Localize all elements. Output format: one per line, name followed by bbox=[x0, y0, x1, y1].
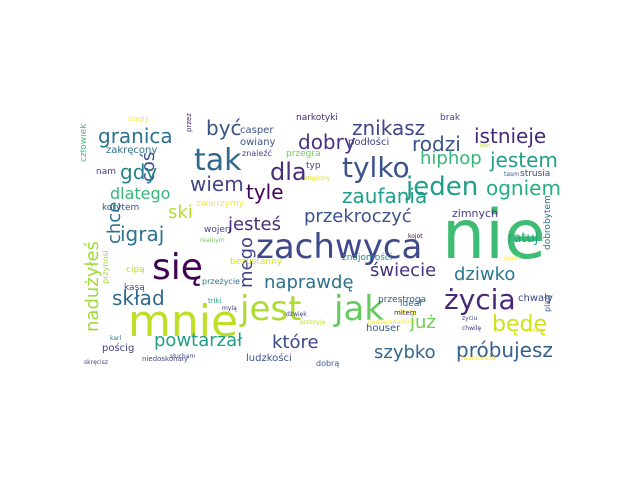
word: zyciu bbox=[462, 315, 478, 322]
word: ludzkości bbox=[246, 353, 292, 364]
word: być bbox=[206, 116, 242, 140]
word: naprawdę bbox=[264, 272, 354, 293]
word: podłości bbox=[348, 137, 390, 148]
word: które bbox=[272, 332, 319, 353]
word: się bbox=[152, 247, 203, 288]
word: ratuj bbox=[508, 231, 539, 246]
word: igraj bbox=[120, 222, 165, 246]
word: zakręcony bbox=[106, 145, 158, 156]
word: chwilę bbox=[462, 325, 482, 332]
word: dziwko bbox=[454, 264, 516, 285]
word: cipą bbox=[126, 265, 145, 275]
word: nie bbox=[442, 196, 546, 275]
word: mitem bbox=[394, 309, 417, 317]
word: granica bbox=[98, 124, 173, 148]
word: duszą bbox=[398, 309, 416, 316]
word: istnieje bbox=[474, 124, 547, 148]
word: gdy bbox=[120, 160, 158, 184]
word: realnym bbox=[200, 237, 225, 244]
word: typ bbox=[306, 161, 321, 171]
word: ciągły bbox=[128, 115, 149, 123]
word: jak bbox=[334, 289, 384, 329]
word: zaufania bbox=[342, 184, 428, 208]
word: już bbox=[410, 312, 436, 333]
word: podświadomość bbox=[368, 319, 417, 326]
word: plag bbox=[543, 294, 552, 312]
word: jogiki bbox=[504, 255, 520, 262]
word: rodzi bbox=[412, 132, 461, 156]
word: będę bbox=[492, 312, 547, 337]
word: szybko bbox=[374, 342, 436, 363]
word: korytem bbox=[102, 203, 140, 213]
word: mózg bbox=[526, 327, 543, 334]
word: mylą bbox=[222, 305, 237, 312]
word: jesteś bbox=[228, 214, 281, 235]
word: bezustanny bbox=[230, 257, 283, 267]
word: mnie bbox=[128, 296, 239, 347]
word: przez bbox=[185, 113, 193, 132]
word: dźwięk bbox=[286, 311, 307, 318]
word: owiany bbox=[240, 137, 276, 148]
word: znaleźć bbox=[242, 149, 272, 158]
word: karl bbox=[110, 335, 122, 342]
word: dla bbox=[270, 158, 307, 186]
word: zachwyca bbox=[256, 227, 423, 267]
word: wojen bbox=[204, 225, 231, 235]
word: jest bbox=[240, 289, 302, 329]
word: otępiony bbox=[304, 175, 331, 182]
word: znikasz bbox=[352, 116, 426, 140]
word: dobry bbox=[298, 130, 356, 154]
word: przeżyję bbox=[300, 319, 326, 326]
word: triki bbox=[208, 297, 222, 305]
word: człowiek bbox=[80, 123, 89, 162]
word: pościg bbox=[102, 343, 135, 354]
word: houser bbox=[366, 323, 401, 334]
word: zwariowany bbox=[460, 355, 496, 362]
word: kojot bbox=[408, 233, 423, 240]
word: strusia bbox=[520, 169, 551, 179]
word: ski bbox=[168, 202, 193, 223]
word: niedoskonały bbox=[142, 355, 189, 363]
word: jestem bbox=[490, 148, 558, 172]
word: przeżycie bbox=[202, 277, 240, 286]
word: skład bbox=[112, 286, 165, 310]
word: nadużyłeś bbox=[82, 241, 103, 332]
word: narkotyki bbox=[296, 113, 338, 123]
word: jeden bbox=[406, 172, 479, 202]
word: zwierzymy bbox=[196, 199, 244, 209]
word: dobrą bbox=[316, 359, 340, 368]
word: tasm bbox=[504, 171, 519, 178]
word: dlatego bbox=[110, 184, 171, 203]
word: lasn bbox=[480, 143, 491, 149]
word: przekroczyć bbox=[304, 206, 412, 227]
word: powtarzał bbox=[154, 330, 243, 351]
word: przynosi bbox=[101, 250, 110, 284]
word: brak bbox=[440, 113, 461, 123]
word: tylko bbox=[342, 151, 410, 184]
word: casper bbox=[240, 125, 274, 136]
word: świecie bbox=[370, 260, 437, 281]
word: próbujesz bbox=[456, 338, 553, 362]
word: wiem bbox=[190, 172, 244, 196]
word: słucham bbox=[170, 353, 196, 360]
word-cloud: nie mnie jest jak zachwyca się tak tylko… bbox=[80, 104, 560, 376]
word: tyle bbox=[246, 180, 284, 204]
word: hiphop bbox=[420, 148, 482, 169]
word: zimnych bbox=[452, 207, 499, 220]
word: chwały bbox=[518, 293, 553, 304]
word: dobrobytem bbox=[543, 195, 553, 250]
word: znajomości bbox=[342, 253, 393, 263]
word: przegra bbox=[286, 149, 321, 159]
word: nam bbox=[96, 167, 116, 177]
word: skręcisz bbox=[84, 359, 108, 366]
word: kasą bbox=[124, 283, 145, 293]
word: życia bbox=[444, 283, 516, 316]
word: przestroga bbox=[378, 295, 427, 305]
word: tak bbox=[194, 143, 242, 178]
word: ideał bbox=[400, 299, 422, 309]
word: ogniem bbox=[486, 176, 560, 200]
